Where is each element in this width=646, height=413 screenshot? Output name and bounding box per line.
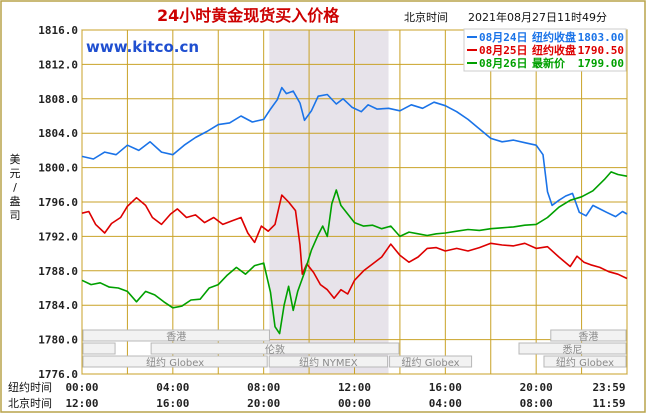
legend-date: 08月26日: [479, 57, 528, 70]
legend-box: [463, 28, 627, 72]
chart-title: 24小时黄金现货买入价格: [157, 6, 340, 25]
y-unit-char: /: [13, 181, 17, 194]
y-tick-label: 1812.0: [38, 58, 78, 71]
bj-tick-label: 11:59: [592, 397, 625, 410]
ny-tick-label: 20:00: [520, 381, 553, 394]
bj-tick-label: 20:00: [247, 397, 280, 410]
legend-label: 纽约收盘: [532, 43, 576, 57]
legend-label: 纽约收盘: [532, 30, 576, 44]
market-london-bar: [150, 342, 400, 355]
y-unit-char: 美: [10, 153, 21, 166]
bj-tick-label: 16:00: [156, 397, 189, 410]
site-watermark: www.kitco.cn: [86, 38, 199, 56]
y-tick-label: 1788.0: [38, 265, 78, 278]
market-ny-globex-3-label: 纽约 Globex: [556, 356, 614, 369]
market-sydney-bar: [518, 342, 627, 355]
market-hongkong-2-bar: [550, 329, 627, 342]
bj-time-label: 北京时间: [8, 396, 52, 410]
legend-value: 1803.00: [578, 31, 624, 44]
y-axis-unit: 美元/盎司: [10, 153, 21, 222]
bj-tick-label: 00:00: [338, 397, 371, 410]
bj-tick-label: 08:00: [520, 397, 553, 410]
market-ny-nymex-label: 纽约 NYMEX: [299, 356, 358, 369]
timestamp-label: 北京时间: [404, 10, 448, 24]
y-unit-char: 盎: [10, 194, 21, 208]
y-tick-label: 1800.0: [38, 162, 78, 175]
y-unit-char: 司: [10, 209, 21, 222]
market-hongkong-1-label: 香港: [166, 331, 186, 343]
ny-tick-label: 08:00: [247, 381, 280, 394]
market-ny-nymex-bar: [268, 355, 389, 368]
timestamp: 2021年08月27日11时49分: [468, 10, 607, 24]
series-line-1: [81, 86, 628, 218]
ny-tick-label: 00:00: [65, 381, 98, 394]
series-line-2: [81, 194, 628, 300]
y-tick-label: 1776.0: [38, 368, 78, 381]
market-hongkong-1-bar: [82, 329, 270, 342]
ny-tick-label: 12:00: [338, 381, 371, 394]
legend: 08月24日 纽约收盘 1803.00 08月25日 纽约收盘 1790.50 08月26日…: [463, 28, 627, 72]
market-ny-globex-1-label: 纽约 Globex: [146, 356, 204, 369]
y-unit-char: 元: [10, 167, 21, 180]
y-tick-label: 1804.0: [38, 127, 78, 140]
ny-time-label: 纽约时间: [8, 380, 52, 394]
y-tick-label: 1796.0: [38, 196, 78, 209]
ny-tick-label: 23:59: [592, 381, 625, 394]
market-london-stub-bar: [82, 342, 116, 355]
y-tick-label: 1808.0: [38, 93, 78, 106]
series-line-3: [81, 171, 628, 335]
bj-tick-label: 04:00: [429, 397, 462, 410]
bj-tick-label: 12:00: [65, 397, 98, 410]
x-axis-ticks: 00:00 04:00 08:00 12:00 16:00 20:00 23:59 12:00…: [65, 381, 625, 410]
market-ny-globex-1-bar: [82, 355, 268, 368]
market-ny-globex-2-label: 纽约 Globex: [402, 356, 460, 369]
market-sydney-label: 悉尼: [563, 344, 583, 356]
y-tick-label: 1780.0: [38, 334, 78, 347]
y-axis-ticks: 1816.0 1812.0 1808.0 1804.0 1800.0 1796.0 1792…: [38, 24, 78, 381]
y-tick-label: 1792.0: [38, 230, 78, 243]
ny-tick-label: 04:00: [156, 381, 189, 394]
y-tick-label: 1784.0: [38, 299, 78, 312]
legend-value: 1799.00: [578, 57, 624, 70]
ny-tick-label: 16:00: [429, 381, 462, 394]
legend-date: 08月25日: [479, 44, 528, 57]
legend-label: 最新价: [532, 56, 566, 70]
y-tick-label: 1816.0: [38, 24, 78, 37]
legend-date: 08月24日: [479, 31, 528, 44]
market-ny-globex-2-bar: [389, 355, 473, 368]
market-hongkong-2-label: 香港: [578, 331, 598, 343]
market-ny-globex-3-bar: [543, 355, 627, 368]
legend-value: 1790.50: [578, 44, 624, 57]
market-london-label: 伦敦: [265, 343, 285, 356]
series-layer: [81, 86, 628, 335]
